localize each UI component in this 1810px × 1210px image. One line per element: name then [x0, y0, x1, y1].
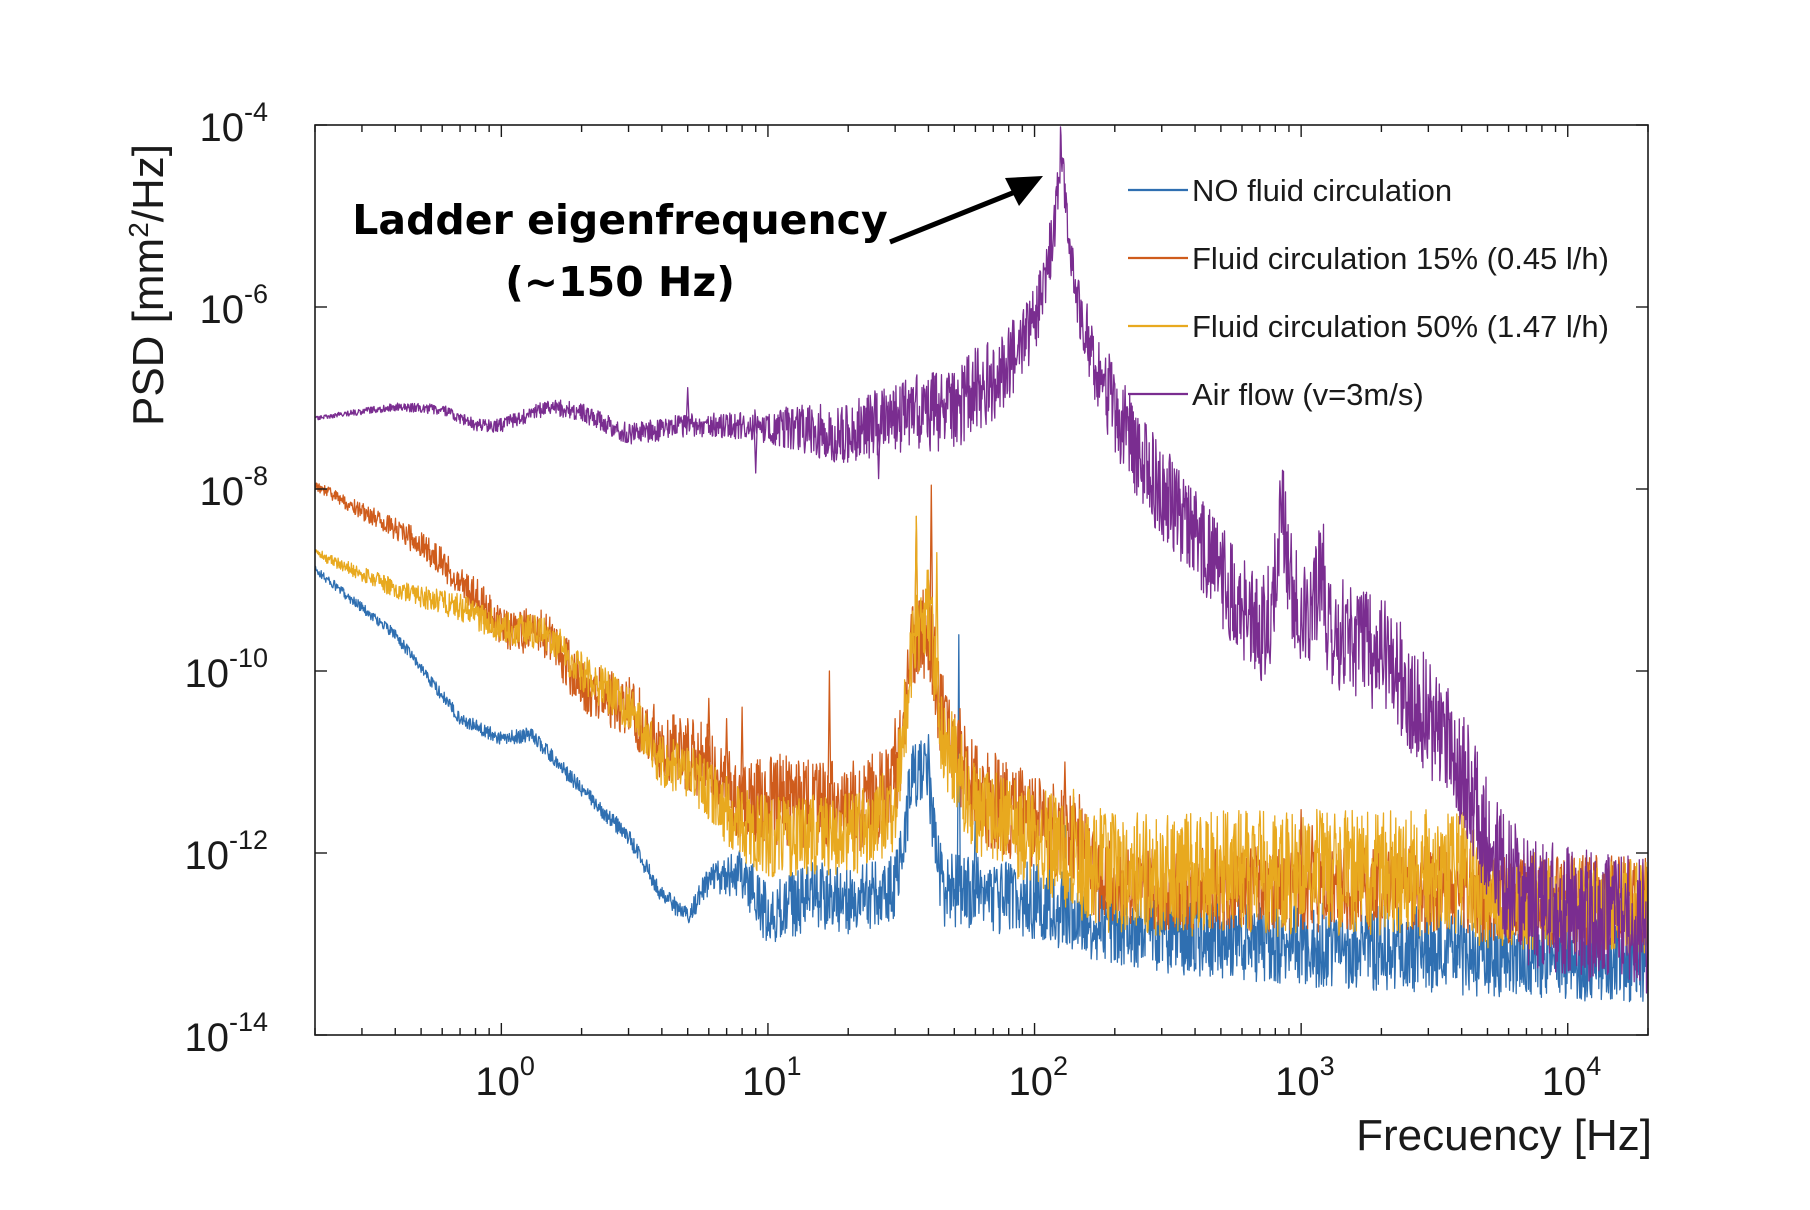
- series-line: [315, 565, 1648, 1003]
- y-tick-label: 10-14: [184, 1007, 268, 1060]
- y-tick-label: 10-10: [184, 643, 268, 696]
- legend-item: NO fluid circulation: [1128, 173, 1452, 208]
- y-axis-label-post: /Hz]: [124, 144, 173, 222]
- legend-item: Fluid circulation 15% (0.45 l/h): [1128, 241, 1609, 276]
- legend-item: Air flow (v=3m/s): [1128, 377, 1424, 412]
- y-axis-label: PSD [mm2/Hz]: [123, 144, 174, 426]
- series-line: [315, 126, 1648, 994]
- x-tick-label: 102: [1009, 1051, 1069, 1104]
- series-line: [315, 515, 1648, 955]
- x-tick-label: 104: [1542, 1051, 1602, 1104]
- y-tick-labels: 10-4 10-6 10-8 10-10 10-12 10-14: [184, 97, 268, 1060]
- x-axis-label: Frecuency [Hz]: [1356, 1111, 1652, 1160]
- series-path: [315, 126, 1648, 994]
- legend-label: Air flow (v=3m/s): [1192, 377, 1424, 412]
- legend-label: Fluid circulation 15% (0.45 l/h): [1192, 241, 1609, 276]
- x-tick-label: 103: [1275, 1051, 1335, 1104]
- legend-label: NO fluid circulation: [1192, 173, 1452, 208]
- series-path: [315, 565, 1648, 1003]
- y-axis-label-sup: 2: [123, 222, 154, 238]
- y-tick-label: 10-4: [199, 97, 268, 150]
- data-layer: [315, 126, 1648, 1003]
- series-path: [315, 515, 1648, 955]
- y-tick-label: 10-8: [199, 461, 268, 514]
- plot-frame: [314, 124, 1649, 1036]
- y-tick-label: 10-6: [199, 279, 268, 332]
- y-axis-label-pre: PSD [mm: [124, 238, 173, 426]
- x-tick-label: 100: [475, 1051, 535, 1104]
- x-tick-labels: 100 101 102 103 104: [475, 1051, 1601, 1104]
- annotation-arrow-shaft: [889, 189, 1016, 245]
- eigenfrequency-annotation: Ladder eigenfrequency (~150 Hz): [352, 176, 1043, 306]
- y-tick-label: 10-12: [184, 825, 268, 878]
- legend-label: Fluid circulation 50% (1.47 l/h): [1192, 309, 1609, 344]
- annotation-arrow-head: [1005, 176, 1043, 206]
- annotation-line-1: Ladder eigenfrequency: [352, 196, 887, 244]
- annotation-line-2: (~150 Hz): [505, 258, 735, 306]
- legend-item: Fluid circulation 50% (1.47 l/h): [1128, 309, 1609, 344]
- legend: NO fluid circulation Fluid circulation 15…: [1128, 173, 1609, 412]
- x-tick-label: 101: [742, 1051, 802, 1104]
